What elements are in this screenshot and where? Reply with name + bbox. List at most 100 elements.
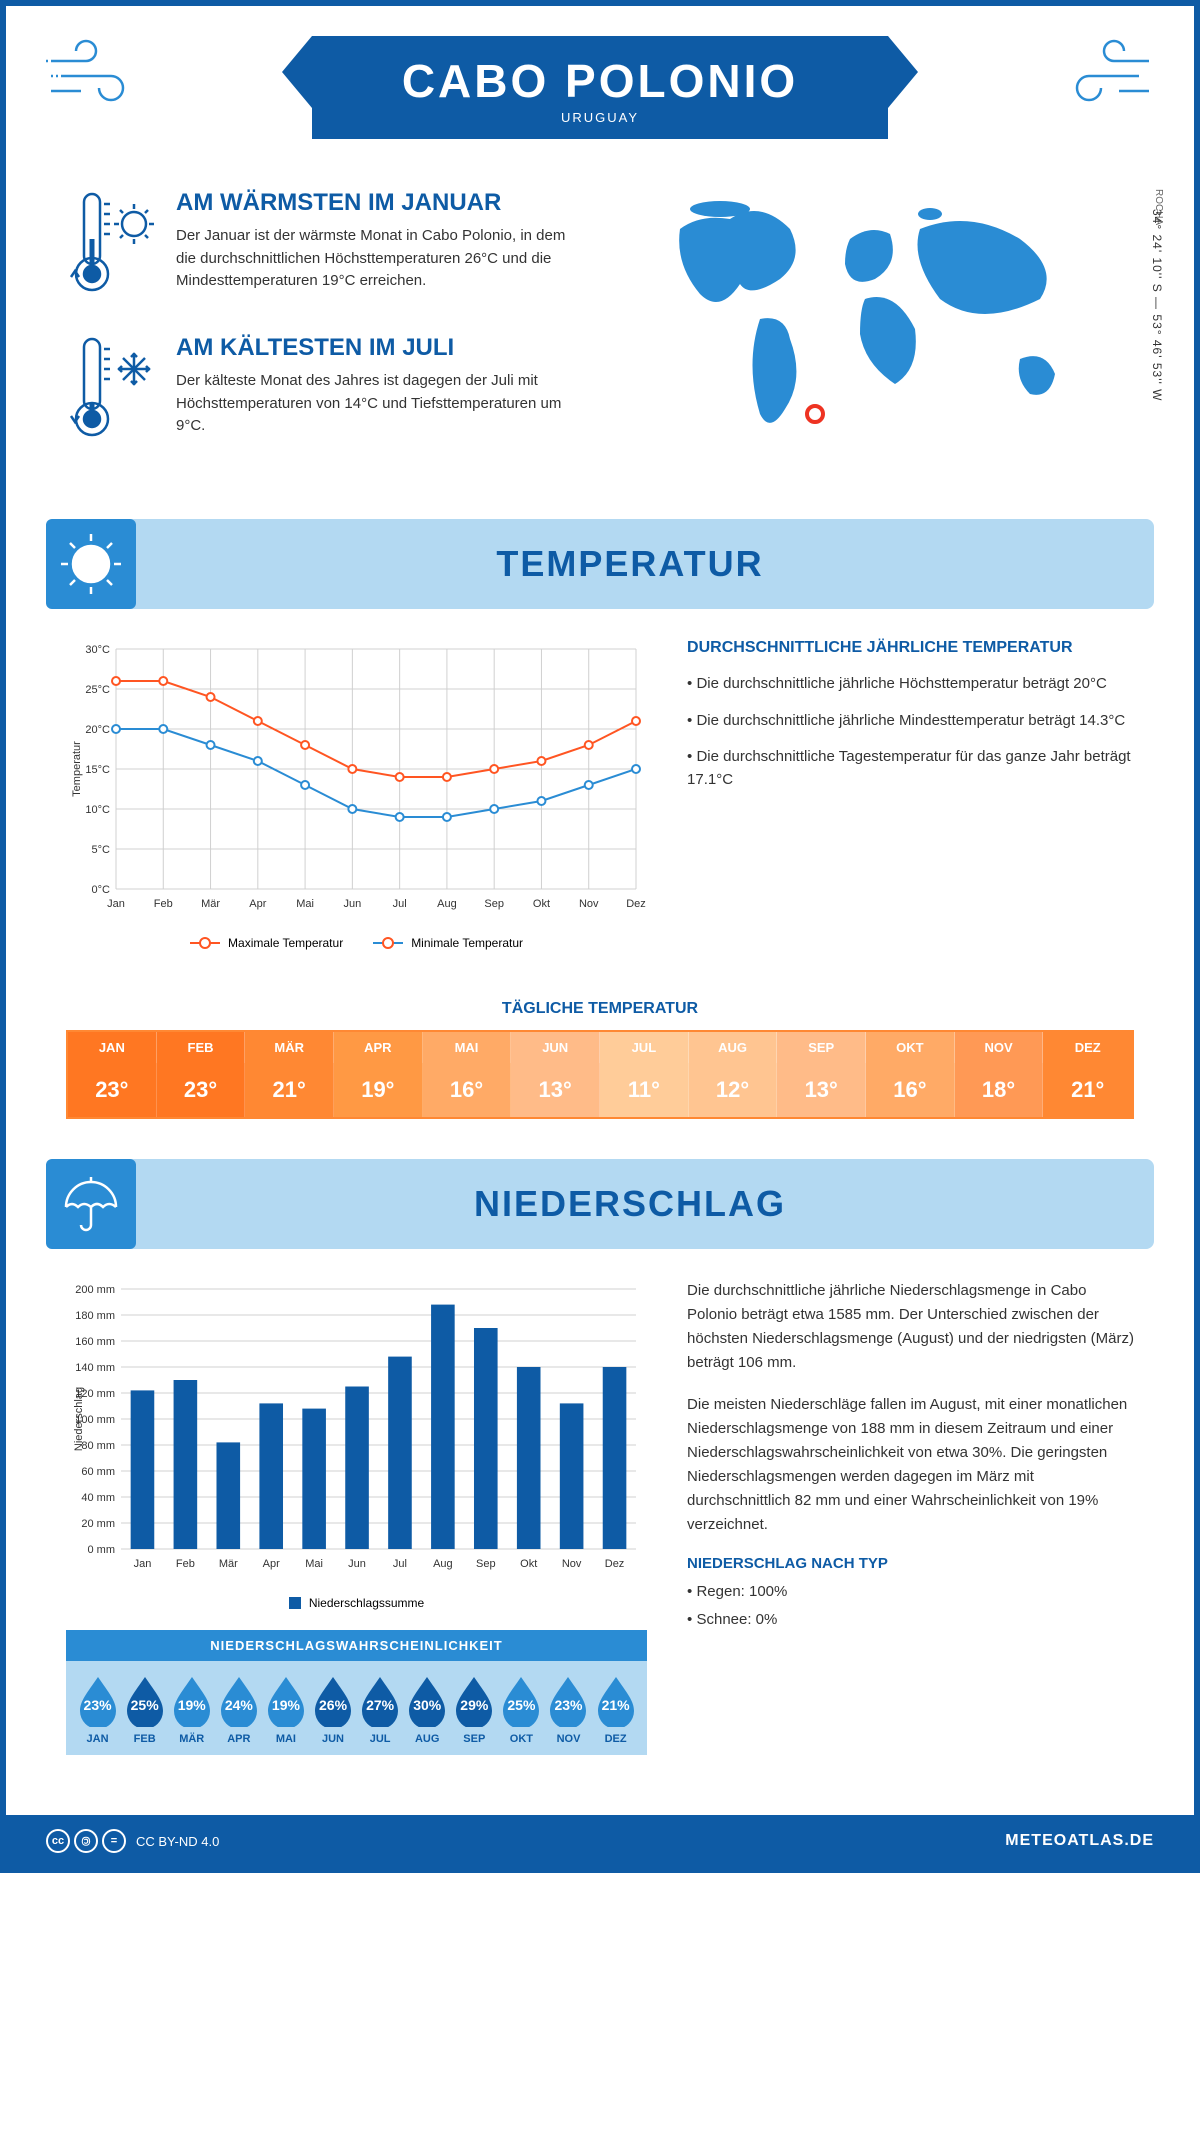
svg-text:20 mm: 20 mm	[81, 1518, 115, 1530]
temperature-legend: .legend-swatch:nth-child(1)::after{borde…	[66, 936, 647, 950]
svg-text:Jul: Jul	[393, 898, 407, 910]
temperature-line-chart: 0°C5°C10°C15°C20°C25°C30°CJanFebMärAprMa…	[66, 639, 647, 950]
warmest-block: AM WÄRMSTEN IM JANUAR Der Januar ist der…	[66, 189, 580, 304]
svg-text:5°C: 5°C	[92, 844, 111, 856]
daily-temp-cell: NOV18°	[955, 1032, 1044, 1117]
svg-text:Aug: Aug	[437, 898, 457, 910]
prob-drop: 23% NOV	[545, 1675, 592, 1745]
svg-text:Dez: Dez	[605, 1558, 625, 1570]
legend-max: Maximale Temperatur	[228, 936, 343, 950]
daily-temp-cell: JUL11°	[600, 1032, 689, 1117]
svg-text:Nov: Nov	[579, 898, 599, 910]
prob-drop: 29% SEP	[451, 1675, 498, 1745]
svg-text:0 mm: 0 mm	[88, 1544, 116, 1556]
prob-drop: 25% OKT	[498, 1675, 545, 1745]
svg-text:10°C: 10°C	[85, 804, 110, 816]
daily-temp-cell: JUN13°	[511, 1032, 600, 1117]
warmest-text: Der Januar ist der wärmste Monat in Cabo…	[176, 225, 580, 293]
daily-temp-cell: JAN23°	[68, 1032, 157, 1117]
world-map	[620, 189, 1134, 454]
svg-text:20°C: 20°C	[85, 724, 110, 736]
svg-text:Okt: Okt	[533, 898, 550, 910]
svg-text:Nov: Nov	[562, 1558, 582, 1570]
prob-drop: 23% JAN	[74, 1675, 121, 1745]
daily-temp-cell: MAI16°	[423, 1032, 512, 1117]
svg-text:180 mm: 180 mm	[75, 1310, 115, 1322]
svg-text:Mär: Mär	[201, 898, 220, 910]
wind-icon	[1044, 36, 1154, 121]
daily-temp-cell: DEZ21°	[1043, 1032, 1132, 1117]
svg-text:25°C: 25°C	[85, 684, 110, 696]
prob-title: NIEDERSCHLAGSWAHRSCHEINLICHKEIT	[66, 1630, 647, 1661]
svg-text:Sep: Sep	[476, 1558, 496, 1570]
svg-text:Jun: Jun	[348, 1558, 366, 1570]
svg-text:Jul: Jul	[393, 1558, 407, 1570]
header: CABO POLONIO URUGUAY	[6, 6, 1194, 159]
coordinates: 34° 24' 10'' S — 53° 46' 53'' W	[1150, 209, 1164, 401]
svg-text:Niederschlag: Niederschlag	[73, 1387, 85, 1451]
svg-text:Temperatur: Temperatur	[71, 741, 83, 797]
precipitation-section: 0 mm20 mm40 mm60 mm80 mm100 mm120 mm140 …	[6, 1249, 1194, 1785]
daily-temperature-table: JAN23°FEB23°MÄR21°APR19°MAI16°JUN13°JUL1…	[66, 1030, 1134, 1119]
wind-icon	[46, 36, 156, 121]
thermometer-cold-icon	[66, 334, 156, 449]
prob-drop: 26% JUN	[309, 1675, 356, 1745]
temperature-header: TEMPERATUR	[46, 519, 1154, 609]
svg-text:Okt: Okt	[520, 1558, 537, 1570]
coldest-title: AM KÄLTESTEN IM JULI	[176, 334, 580, 362]
temp-text-title: DURCHSCHNITTLICHE JÄHRLICHE TEMPERATUR	[687, 639, 1134, 657]
section-title-precipitation: NIEDERSCHLAG	[136, 1183, 1124, 1225]
svg-text:80 mm: 80 mm	[81, 1440, 115, 1452]
license-text: CC BY-ND 4.0	[136, 1834, 219, 1849]
footer: cc 🄯 = CC BY-ND 4.0 METEOATLAS.DE	[6, 1815, 1194, 1867]
precip-type-rain: • Regen: 100%	[687, 1580, 1134, 1604]
temp-bullet-2: • Die durchschnittliche Tagestemperatur …	[687, 746, 1134, 791]
daily-temp-cell: MÄR21°	[245, 1032, 334, 1117]
prob-drop: 24% APR	[215, 1675, 262, 1745]
svg-text:Mai: Mai	[296, 898, 314, 910]
temp-bullet-0: • Die durchschnittliche jährliche Höchst…	[687, 673, 1134, 696]
prob-drop: 21% DEZ	[592, 1675, 639, 1745]
precipitation-header: NIEDERSCHLAG	[46, 1159, 1154, 1249]
daily-temp-cell: AUG12°	[689, 1032, 778, 1117]
page-subtitle: URUGUAY	[402, 110, 798, 125]
coldest-text: Der kälteste Monat des Jahres ist dagege…	[176, 370, 580, 438]
precip-type-title: NIEDERSCHLAG NACH TYP	[687, 1555, 1134, 1572]
svg-text:15°C: 15°C	[85, 764, 110, 776]
svg-text:200 mm: 200 mm	[75, 1284, 115, 1296]
svg-text:140 mm: 140 mm	[75, 1362, 115, 1374]
prob-drop: 30% AUG	[404, 1675, 451, 1745]
cc-icons: cc 🄯 =	[46, 1829, 126, 1853]
svg-text:60 mm: 60 mm	[81, 1466, 115, 1478]
precip-type-snow: • Schnee: 0%	[687, 1608, 1134, 1632]
precip-legend: Niederschlagssumme	[309, 1596, 424, 1610]
warmest-title: AM WÄRMSTEN IM JANUAR	[176, 189, 580, 217]
prob-drop: 25% FEB	[121, 1675, 168, 1745]
svg-text:Sep: Sep	[484, 898, 504, 910]
svg-text:Apr: Apr	[249, 898, 266, 910]
precipitation-bar-chart: 0 mm20 mm40 mm60 mm80 mm100 mm120 mm140 …	[66, 1279, 647, 1610]
svg-text:Feb: Feb	[154, 898, 173, 910]
daily-temp-cell: OKT16°	[866, 1032, 955, 1117]
temp-bullet-1: • Die durchschnittliche jährliche Mindes…	[687, 710, 1134, 733]
svg-text:Apr: Apr	[263, 1558, 280, 1570]
umbrella-icon	[46, 1159, 136, 1249]
daily-temp-cell: APR19°	[334, 1032, 423, 1117]
prob-drop: 19% MÄR	[168, 1675, 215, 1745]
coldest-block: AM KÄLTESTEN IM JULI Der kälteste Monat …	[66, 334, 580, 449]
svg-text:Aug: Aug	[433, 1558, 453, 1570]
precip-para-1: Die durchschnittliche jährliche Niedersc…	[687, 1279, 1134, 1375]
svg-text:Dez: Dez	[626, 898, 646, 910]
site-name: METEOATLAS.DE	[1005, 1832, 1154, 1850]
section-title-temperature: TEMPERATUR	[136, 543, 1124, 585]
legend-min: Minimale Temperatur	[411, 936, 523, 950]
svg-text:Jan: Jan	[107, 898, 125, 910]
precip-para-2: Die meisten Niederschläge fallen im Augu…	[687, 1393, 1134, 1537]
temperature-section: 0°C5°C10°C15°C20°C25°C30°CJanFebMärAprMa…	[6, 609, 1194, 980]
svg-text:Feb: Feb	[176, 1558, 195, 1570]
title-banner: CABO POLONIO URUGUAY	[312, 36, 888, 139]
svg-text:Mär: Mär	[219, 1558, 238, 1570]
svg-text:0°C: 0°C	[92, 884, 111, 896]
prob-drop: 27% JUL	[357, 1675, 404, 1745]
svg-text:Jan: Jan	[134, 1558, 152, 1570]
